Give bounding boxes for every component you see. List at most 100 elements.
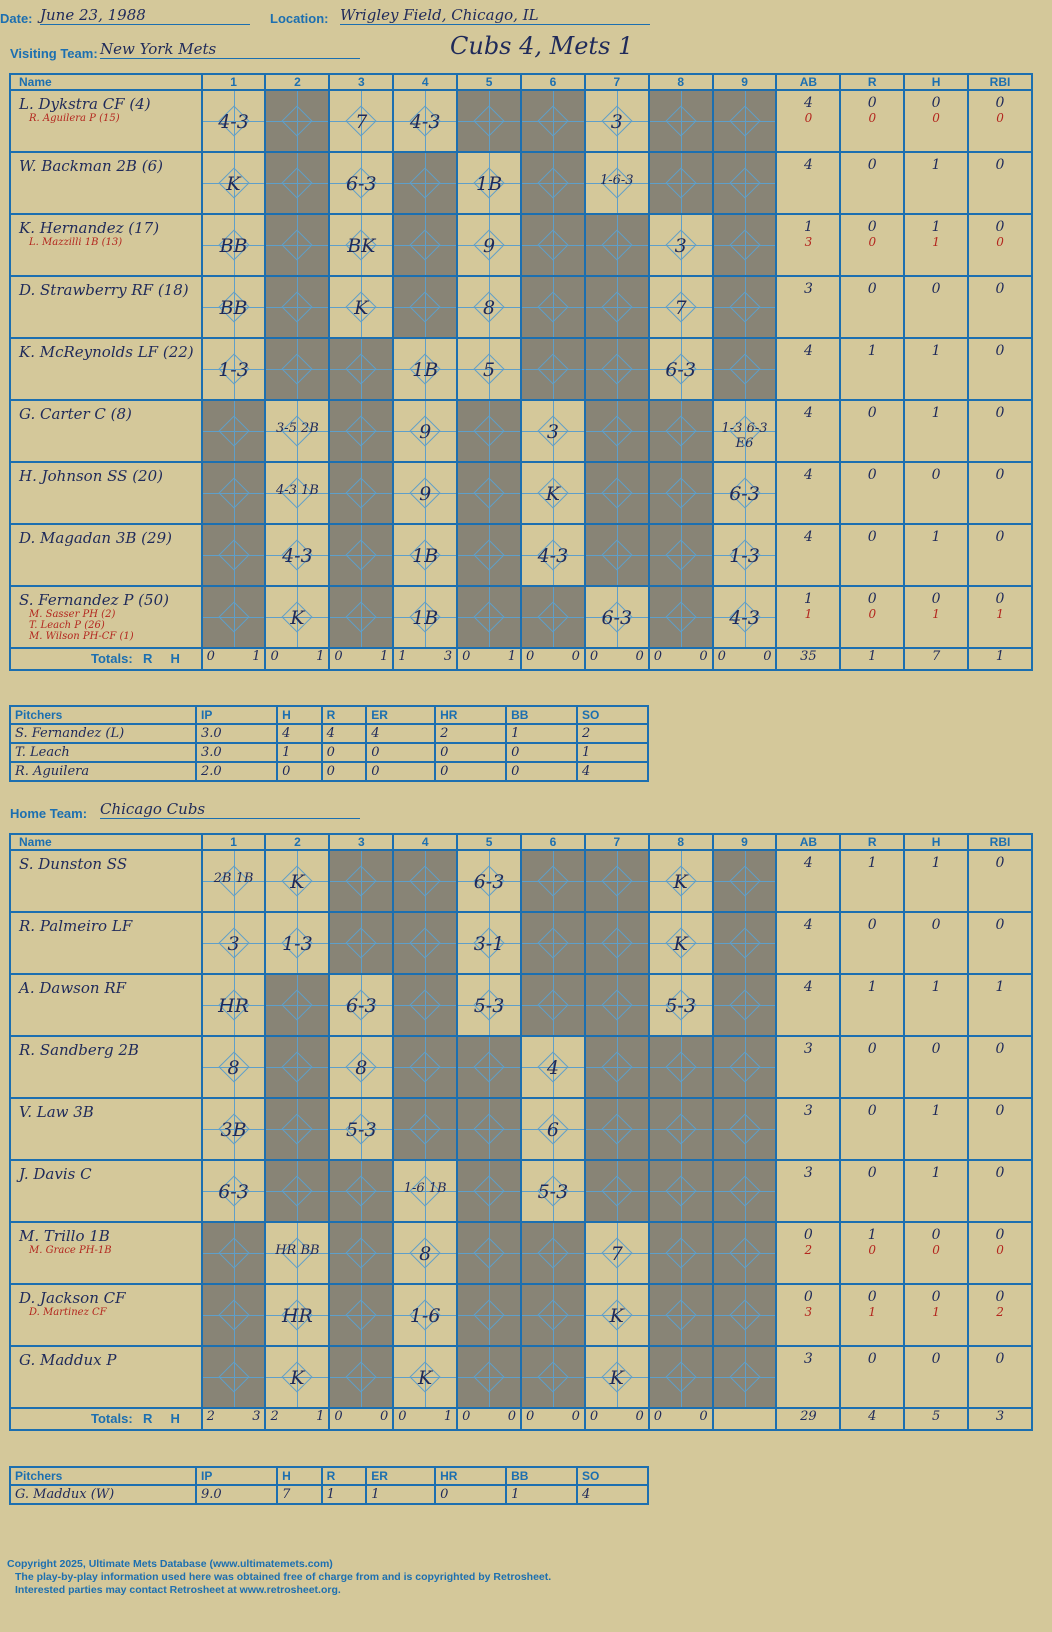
batter-name-cell: H. Johnson SS (20) <box>9 461 203 525</box>
inning-9-cell: 6-3 <box>711 461 778 525</box>
pitcher-stat: 7 <box>276 1484 323 1505</box>
stat-value: 0 <box>867 1289 877 1305</box>
home-col-8: 8 <box>647 833 714 851</box>
home-pitch-col-bb: BB <box>505 1466 579 1486</box>
inning-3-cell <box>328 849 395 913</box>
home-col-7: 7 <box>583 833 650 851</box>
play-result: BK <box>347 235 376 257</box>
stat-value: 0 <box>867 219 877 235</box>
inning-7-cell: 1-6-3 <box>583 151 650 215</box>
inning-8-cell: 5-3 <box>647 973 714 1037</box>
inning-2-cell <box>264 337 331 401</box>
stat-rbi-cell: 0 <box>967 1097 1033 1161</box>
inning-3-cell <box>328 461 395 525</box>
inning-8-cell: 6-3 <box>647 337 714 401</box>
play-result: 2B 1B <box>213 871 254 886</box>
total-stat: 4 <box>839 1407 906 1431</box>
inning-9-cell <box>711 1221 778 1285</box>
inning-6-cell: 6 <box>519 1097 586 1161</box>
stat-r-cell: 0 <box>839 275 906 339</box>
totals-rh-label: R H <box>143 651 180 666</box>
inning-7-cell <box>583 337 650 401</box>
inning-2-cell: 4-3 1B <box>264 461 331 525</box>
pitcher-stat: 0 <box>320 742 368 763</box>
sub-stat-value: 0 <box>804 111 813 125</box>
play-result: 1B <box>412 545 439 567</box>
visitors-totals-row: Totals: R H 0 1 0 1 0 1 1 3 0 1 0 0 0 0 0 0 0 0 35 1 7 1 <box>9 647 1033 671</box>
location-value: Wrigley Field, Chicago, IL <box>340 6 650 25</box>
base-diamond <box>728 1113 761 1145</box>
pitcher-stat: 0 <box>505 742 579 763</box>
batter-name-cell: M. Trillo 1B M. Grace PH-1B <box>9 1221 203 1285</box>
inning-1-cell: HR <box>200 973 267 1037</box>
inning-5-cell <box>456 1221 522 1285</box>
stat-h-cell: 0 <box>903 1345 970 1409</box>
inning-5-cell <box>456 1345 522 1409</box>
stat-h-cell: 1 <box>903 523 970 587</box>
base-diamond <box>728 167 761 199</box>
stat-value: 0 <box>931 917 941 933</box>
substitute-name: M. Wilson PH-CF (1) <box>29 631 134 642</box>
stat-value: 1 <box>931 157 941 173</box>
inning-8-cell <box>647 399 714 463</box>
play-result: 5-3 <box>345 1119 377 1141</box>
sub-stat-value: 0 <box>868 111 877 125</box>
stat-value: 1 <box>867 343 877 359</box>
inning-1-cell <box>200 585 267 649</box>
stat-value: 3 <box>803 281 813 297</box>
base-diamond <box>537 601 569 633</box>
home-batter-row: V. Law 3B 3B 5-3 6 3 0 1 0 <box>9 1097 1033 1161</box>
visitors-col-2: 2 <box>264 73 331 91</box>
stat-value: 4 <box>803 157 813 173</box>
sub-stat-value: 1 <box>996 607 1004 621</box>
base-diamond <box>473 105 505 137</box>
substitute-name: T. Leach P (26) <box>29 620 105 631</box>
inning-4-cell <box>392 973 459 1037</box>
base-diamond <box>537 105 569 137</box>
inning-7-cell <box>583 461 650 525</box>
base-diamond <box>473 1361 505 1393</box>
inning-5-cell: 8 <box>456 275 522 339</box>
inning-5-cell <box>456 399 522 463</box>
home-pitch-col-ip: IP <box>194 1466 279 1486</box>
inning-3-cell: 6-3 <box>328 151 395 215</box>
stat-h-cell: 0 <box>903 911 970 975</box>
play-result: 8 <box>419 1243 432 1265</box>
play-result: BB <box>219 235 248 257</box>
stat-r-cell: 0 <box>839 1035 906 1099</box>
inning-2-cell: 3-5 2B <box>264 399 331 463</box>
stat-ab-cell: 4 <box>775 523 842 587</box>
inning-8-cell: 7 <box>647 275 714 339</box>
visitors-col-9: 9 <box>711 73 778 91</box>
base-diamond <box>409 865 441 897</box>
stat-value: 0 <box>867 281 877 297</box>
stat-value: 4 <box>803 343 813 359</box>
visitors-pitch-col-pitchers: Pitchers <box>9 705 197 725</box>
inning-3-cell <box>328 1159 395 1223</box>
base-diamond <box>217 477 250 509</box>
inning-8-cell <box>647 1159 714 1223</box>
inning-1-cell: K <box>200 151 267 215</box>
inning-3-cell <box>328 523 395 587</box>
play-result: 3-1 <box>473 933 505 955</box>
inning-6-cell <box>519 213 586 277</box>
pitcher-stat: 4 <box>365 723 437 744</box>
play-result: 4-3 1B <box>275 483 319 498</box>
home-pitch-col-h: H <box>276 1466 323 1486</box>
inning-4-cell <box>392 849 459 913</box>
home-col-1: 1 <box>200 833 267 851</box>
visitors-pitch-col-er: ER <box>365 705 437 725</box>
base-diamond <box>665 1175 697 1207</box>
inning-2-cell: 1-3 <box>264 911 331 975</box>
batter-name-cell: S. Fernandez P (50) M. Sasser PH (2) T. Le… <box>9 585 203 649</box>
base-diamond <box>281 989 313 1021</box>
sub-stat-value: 1 <box>804 607 813 621</box>
pitcher-name: T. Leach <box>9 742 197 763</box>
base-diamond <box>601 415 633 447</box>
base-diamond <box>281 1113 313 1145</box>
inning-4-cell: 8 <box>392 1221 459 1285</box>
